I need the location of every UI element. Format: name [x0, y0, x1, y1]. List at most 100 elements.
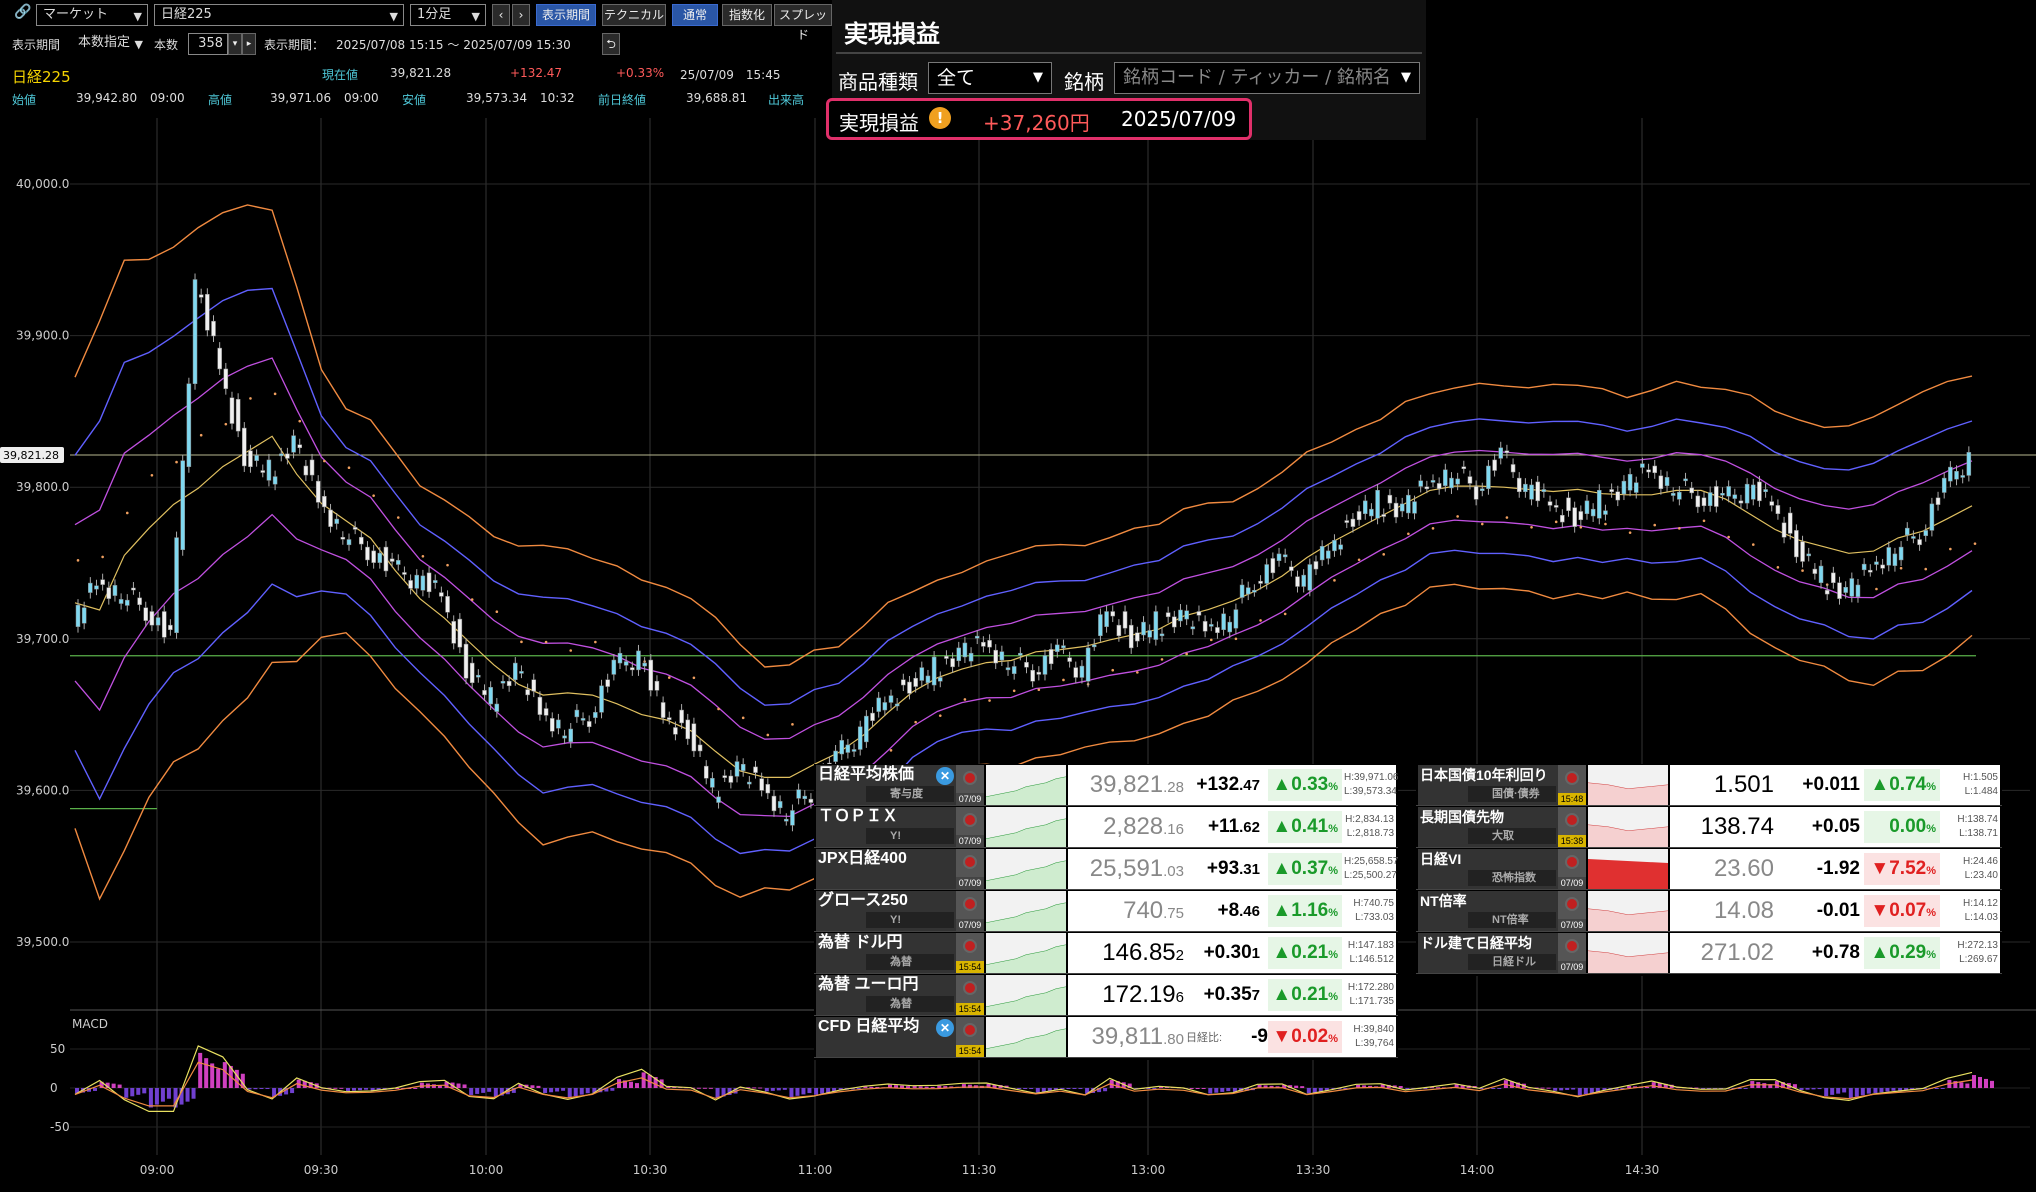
- market-row[interactable]: JPX日経400 07/09 25,591.03 +93.31 ▲0.37% H:25,6…: [814, 848, 1399, 890]
- alert-icon[interactable]: 15:38: [1558, 807, 1586, 847]
- count-stepper-up[interactable]: ▸: [242, 33, 256, 55]
- technical-button[interactable]: テクニカル: [602, 4, 666, 26]
- link-icon[interactable]: 🔗: [14, 4, 32, 20]
- alert-icon[interactable]: 07/09: [956, 765, 984, 805]
- alert-icon[interactable]: 07/09: [956, 849, 984, 889]
- macd-bar: [204, 1058, 209, 1088]
- sparkline[interactable]: [985, 891, 1067, 931]
- reset-button[interactable]: ⮌: [602, 33, 620, 55]
- realized-pnl-row[interactable]: 実現損益 ! +37,260円 2025/07/09: [826, 98, 1252, 140]
- market-row[interactable]: 長期国債先物 大取 15:38 138.74 +0.05 0.00% H:138.74 L:1…: [1416, 806, 2002, 848]
- next-button[interactable]: ›: [512, 4, 530, 26]
- alert-icon[interactable]: 07/09: [1558, 849, 1586, 889]
- candle: [1036, 671, 1042, 675]
- alert-icon[interactable]: 15:54: [956, 975, 984, 1015]
- market-name[interactable]: 日経平均株価 ✕ 寄与度: [816, 765, 956, 805]
- sparkline[interactable]: [985, 975, 1067, 1015]
- market-row[interactable]: 為替 ドル円 為替 15:54 146.852 +0.301 ▲0.21% H:147.18…: [814, 932, 1398, 974]
- signal-line: [74, 1061, 1973, 1107]
- market-name[interactable]: JPX日経400: [816, 849, 956, 889]
- candle: [864, 715, 869, 743]
- candle: [845, 744, 851, 753]
- market-name[interactable]: ドル建て日経平均 日経ドル: [1418, 933, 1558, 973]
- market-name[interactable]: 為替 ユーロ円 為替: [816, 975, 956, 1015]
- market-row[interactable]: CFD 日経平均 ✕ 15:54 39,811.80 日経比: -9 ▼0.02% H:39,…: [814, 1016, 1398, 1058]
- market-sub-label[interactable]: Y!: [866, 828, 954, 844]
- market-row[interactable]: 日経VI 恐怖指数 07/09 23.60 -1.92 ▼7.52% H:24.46 L:23…: [1416, 848, 2002, 890]
- macd-bar: [1959, 1082, 1964, 1088]
- market-name[interactable]: 長期国債先物 大取: [1418, 807, 1558, 847]
- alert-icon[interactable]: 07/09: [956, 891, 984, 931]
- sparkline[interactable]: [1587, 891, 1669, 931]
- normal-button[interactable]: 通常: [672, 4, 718, 26]
- market-name[interactable]: 日経VI 恐怖指数: [1418, 849, 1558, 889]
- macd-bar: [869, 1086, 874, 1088]
- market-sub-label[interactable]: 恐怖指数: [1468, 870, 1556, 886]
- low-value: 39,573.34: [466, 91, 528, 105]
- alert-dot-icon: [963, 855, 977, 869]
- market-sub-label[interactable]: 大取: [1468, 828, 1556, 844]
- prev-button[interactable]: ‹: [492, 4, 510, 26]
- sparkline[interactable]: [1587, 765, 1669, 805]
- period-button[interactable]: 表示期間: [536, 4, 596, 26]
- market-sub-label[interactable]: 為替: [866, 954, 954, 970]
- market-sub-label[interactable]: Y!: [866, 912, 954, 928]
- alert-icon[interactable]: 07/09: [1558, 891, 1586, 931]
- market-name[interactable]: NT倍率 NT倍率: [1418, 891, 1558, 931]
- alert-icon[interactable]: 07/09: [1558, 933, 1586, 973]
- candle: [192, 279, 198, 384]
- spread-button[interactable]: スプレッド: [774, 4, 832, 42]
- symbol-select[interactable]: 日経225 ▼: [154, 4, 404, 26]
- market-change: +132.47: [1188, 765, 1260, 805]
- sparkline[interactable]: [985, 849, 1067, 889]
- sar-dot: [667, 676, 671, 679]
- market-sub-label[interactable]: 日経ドル: [1468, 954, 1556, 970]
- candle: [248, 450, 253, 467]
- market-select[interactable]: マーケット ▼: [36, 4, 148, 26]
- candle: [636, 650, 641, 671]
- market-name[interactable]: 為替 ドル円 為替: [816, 933, 956, 973]
- market-row[interactable]: ＴＯＰＩＸ Y! 07/09 2,828.16 +11.62 ▲0.41% H:2,834.…: [814, 806, 1398, 848]
- sparkline[interactable]: [985, 1017, 1067, 1057]
- index-button[interactable]: 指数化: [722, 4, 772, 26]
- macd-bar: [1972, 1075, 1976, 1088]
- close-icon[interactable]: ✕: [936, 767, 954, 785]
- market-row[interactable]: 日本国債10年利回り 国債·債券 15:48 1.501 +0.011 ▲0.74% H:1…: [1416, 764, 2002, 806]
- macd-bar: [111, 1083, 116, 1088]
- market-name[interactable]: グロース250 Y!: [816, 891, 956, 931]
- market-row[interactable]: グロース250 Y! 07/09 740.75 +8.46 ▲1.16% H:740.75 L…: [814, 890, 1398, 932]
- market-name[interactable]: CFD 日経平均 ✕: [816, 1017, 956, 1057]
- candle: [1621, 480, 1627, 495]
- count-stepper[interactable]: ▾: [228, 33, 242, 55]
- close-icon[interactable]: ✕: [936, 1019, 954, 1037]
- interval-select[interactable]: 1分足 ▼: [410, 4, 486, 26]
- market-sub-label[interactable]: 国債·債券: [1468, 786, 1556, 802]
- market-row[interactable]: 日経平均株価 ✕ 寄与度 07/09 39,821.28 +132.47 ▲0.33% H:3…: [814, 764, 1399, 806]
- sparkline[interactable]: [1587, 933, 1669, 973]
- market-sub-label[interactable]: NT倍率: [1468, 912, 1556, 928]
- market-row[interactable]: NT倍率 NT倍率 07/09 14.08 -0.01 ▼0.07% H:14.12 L:14…: [1416, 890, 2002, 932]
- market-name[interactable]: ＴＯＰＩＸ Y!: [816, 807, 956, 847]
- warning-icon[interactable]: !: [929, 107, 951, 129]
- alert-icon[interactable]: 15:54: [956, 933, 984, 973]
- candle: [235, 399, 241, 432]
- sparkline[interactable]: [985, 933, 1067, 973]
- sparkline[interactable]: [1587, 807, 1669, 847]
- alert-icon[interactable]: 07/09: [956, 807, 984, 847]
- period-mode-select[interactable]: 本数指定 ▼: [72, 33, 148, 55]
- sparkline[interactable]: [985, 765, 1067, 805]
- alert-icon[interactable]: 15:48: [1558, 765, 1586, 805]
- market-sub-label[interactable]: 寄与度: [866, 786, 954, 802]
- brand-input[interactable]: 銘柄コード / ティッカー / 銘柄名 ▼: [1114, 62, 1420, 94]
- sparkline[interactable]: [985, 807, 1067, 847]
- sparkline[interactable]: [1588, 849, 1668, 889]
- product-select[interactable]: 全て ▼: [928, 62, 1052, 94]
- market-name[interactable]: 日本国債10年利回り 国債·債券: [1418, 765, 1558, 805]
- candle: [1516, 477, 1522, 492]
- alert-icon[interactable]: 15:54: [956, 1017, 984, 1057]
- count-input[interactable]: 358: [188, 33, 228, 55]
- market-row[interactable]: ドル建て日経平均 日経ドル 07/09 271.02 +0.78 ▲0.29% H:272.…: [1416, 932, 2002, 974]
- market-row[interactable]: 為替 ユーロ円 為替 15:54 172.196 +0.357 ▲0.21% H:172.2…: [814, 974, 1398, 1016]
- market-sub-label[interactable]: 為替: [866, 996, 954, 1012]
